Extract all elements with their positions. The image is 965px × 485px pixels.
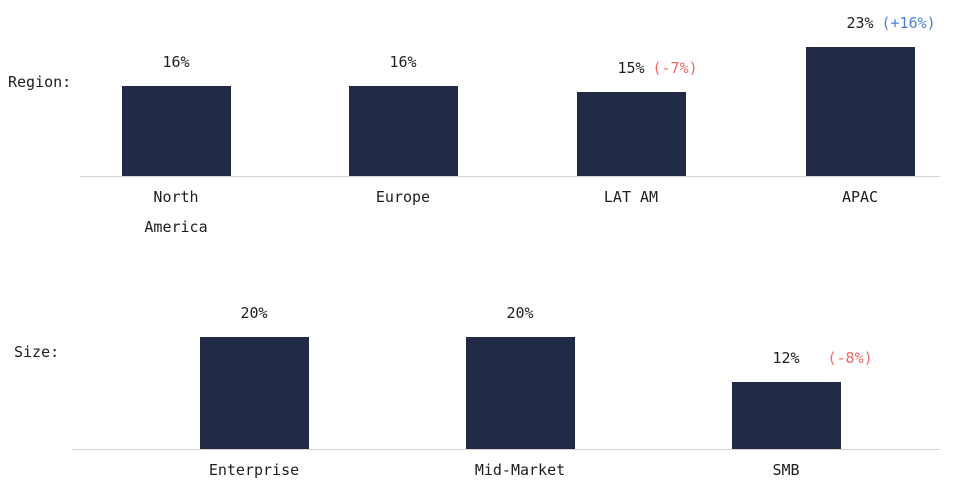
category-label: SMB: [772, 461, 800, 479]
bar: [121, 86, 231, 176]
category-label: Europe: [375, 188, 431, 206]
bar: [731, 381, 841, 449]
row-label: Size:: [14, 343, 60, 361]
category-label: North America: [144, 188, 208, 236]
category-label: Mid-Market: [474, 461, 566, 479]
annotation: (-8%): [827, 348, 873, 367]
value-label: 16%: [162, 53, 190, 72]
bar: [465, 337, 575, 449]
annotation: (-7%): [652, 59, 698, 77]
category-label: APAC: [841, 188, 879, 206]
value-label: 16%: [389, 53, 417, 72]
value-label: 20%: [240, 304, 268, 322]
category-label: Enterprise: [208, 461, 300, 479]
value-label: 20%: [506, 304, 534, 322]
category-label: LAT AM: [603, 188, 659, 206]
value-label: 23%: [846, 14, 874, 33]
bar: [199, 337, 309, 449]
value-label: 12%: [772, 348, 800, 367]
bar: [348, 86, 458, 176]
row-label: Region:: [8, 73, 72, 91]
axis-line: [72, 449, 940, 450]
annotation: (+16%): [881, 14, 936, 33]
value-label: 15%: [617, 59, 645, 77]
axis-line: [80, 176, 940, 177]
bar: [805, 47, 915, 176]
bar: [576, 92, 686, 176]
